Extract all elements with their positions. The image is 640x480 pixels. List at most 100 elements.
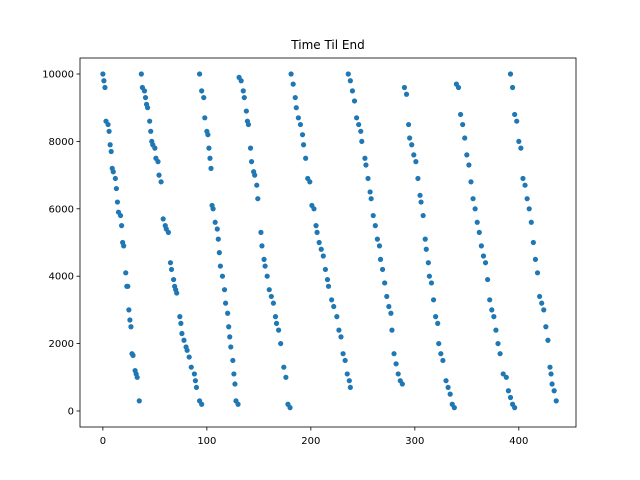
point	[551, 388, 557, 394]
x-tick-label: 300	[405, 436, 424, 447]
point	[443, 378, 449, 384]
point	[292, 94, 298, 101]
point	[415, 175, 421, 182]
point	[152, 145, 158, 151]
point	[205, 132, 211, 138]
point	[105, 121, 111, 128]
point	[136, 398, 142, 404]
point	[123, 270, 129, 276]
point	[512, 111, 518, 118]
point	[372, 223, 378, 229]
point	[325, 283, 332, 289]
point	[532, 256, 539, 262]
point	[386, 303, 392, 310]
point	[245, 121, 252, 128]
point	[426, 273, 432, 279]
point	[347, 78, 353, 84]
point	[388, 310, 394, 316]
point	[293, 105, 299, 111]
y-tick-label: 0	[68, 406, 74, 417]
point	[401, 84, 408, 91]
point	[407, 135, 413, 141]
point	[344, 371, 350, 377]
point	[526, 206, 532, 212]
point	[543, 324, 549, 330]
point	[370, 212, 376, 219]
point	[264, 273, 270, 279]
point	[112, 175, 118, 182]
point	[497, 351, 503, 357]
point	[231, 371, 237, 377]
point	[248, 159, 255, 165]
point	[268, 293, 274, 300]
point	[545, 337, 551, 343]
point	[314, 229, 320, 235]
point	[393, 361, 399, 367]
point	[215, 236, 221, 242]
point	[438, 351, 444, 357]
point	[281, 364, 287, 370]
point	[474, 219, 480, 225]
point	[201, 94, 207, 101]
point	[278, 340, 284, 347]
point	[227, 334, 233, 340]
point	[192, 378, 199, 384]
point	[147, 118, 153, 124]
point	[489, 307, 495, 313]
point	[503, 374, 509, 380]
point	[539, 300, 545, 306]
point	[287, 405, 293, 411]
point	[368, 196, 374, 202]
point	[468, 179, 474, 185]
point	[125, 283, 131, 289]
point	[423, 246, 429, 252]
point	[464, 152, 470, 158]
point	[188, 364, 194, 370]
point	[252, 172, 258, 178]
x-tick-label: 100	[197, 436, 216, 447]
point	[295, 115, 301, 121]
y-tick-label: 8000	[49, 137, 74, 148]
point	[113, 185, 119, 192]
point	[541, 307, 547, 313]
point	[411, 152, 417, 158]
point	[391, 351, 397, 357]
point	[160, 216, 166, 222]
point	[320, 253, 326, 259]
point	[167, 260, 174, 266]
point	[362, 155, 368, 161]
point	[179, 330, 185, 337]
point	[225, 310, 231, 316]
point	[476, 229, 482, 235]
point	[346, 378, 352, 384]
point	[345, 71, 351, 77]
point	[266, 287, 272, 293]
point	[435, 320, 441, 326]
point	[262, 263, 268, 269]
point	[418, 199, 424, 205]
point	[168, 266, 175, 273]
point	[379, 266, 386, 273]
point	[303, 155, 309, 161]
point	[377, 256, 384, 262]
point	[440, 357, 446, 364]
point	[334, 314, 340, 320]
point	[107, 142, 113, 148]
point	[340, 351, 346, 357]
point	[255, 196, 261, 202]
point	[524, 196, 530, 202]
point	[547, 364, 553, 370]
point	[128, 324, 134, 330]
point	[376, 243, 383, 249]
point	[382, 280, 388, 286]
point	[158, 179, 164, 185]
point	[184, 347, 190, 353]
point	[170, 276, 177, 283]
point	[520, 175, 526, 182]
point	[258, 229, 264, 235]
point	[359, 138, 365, 145]
point	[300, 142, 307, 148]
point	[174, 290, 180, 296]
point	[522, 182, 528, 188]
